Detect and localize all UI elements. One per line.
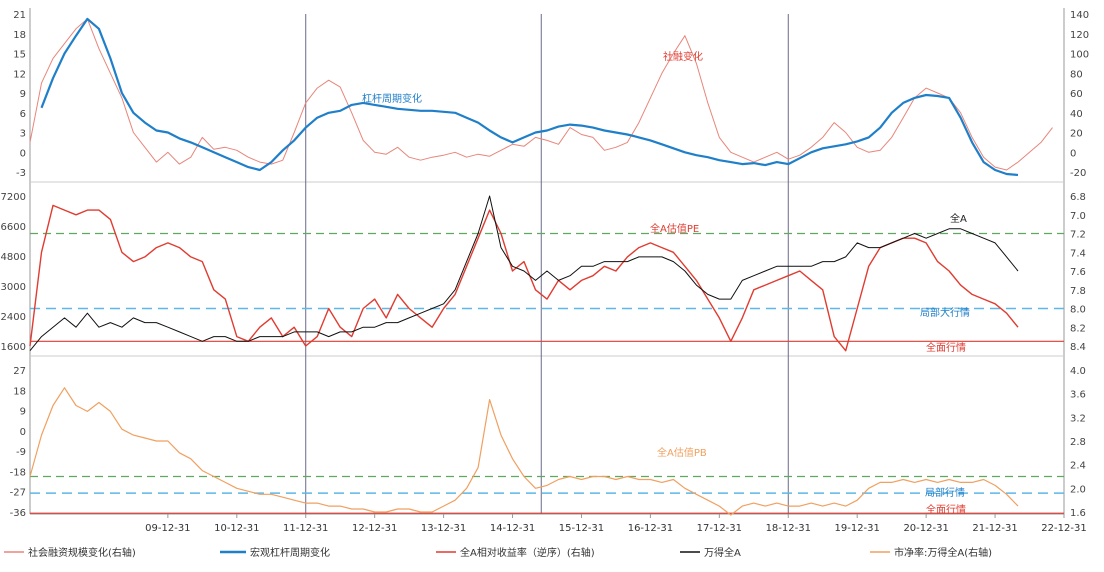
right-tick-label: 4.0: [1070, 366, 1086, 377]
right-tick-label: 120: [1070, 30, 1089, 41]
right-tick-label: 1.6: [1070, 508, 1086, 519]
annotation-pe: 全A估值PE: [650, 222, 699, 235]
x-tick-label: 22-12-31: [1041, 523, 1086, 534]
x-tick-label: 16-12-31: [628, 523, 673, 534]
left-tick-label: -36: [10, 508, 26, 519]
right-tick-label: 60: [1070, 89, 1083, 100]
left-tick-label: 7200: [1, 192, 26, 203]
right-tick-label: 2.0: [1070, 484, 1086, 495]
x-tick-label: 20-12-31: [903, 523, 948, 534]
right-tick-label: 8.4: [1070, 342, 1086, 353]
right-tick-label: 8.0: [1070, 305, 1086, 316]
x-tick-label: 11-12-31: [283, 523, 328, 534]
left-tick-label: 12: [13, 69, 26, 80]
left-tick-label: -27: [10, 488, 26, 499]
right-tick-label: -20: [1070, 168, 1086, 179]
legend-item-rel-return: 全A相对收益率（逆序）(右轴): [460, 546, 595, 559]
left-tick-label: 27: [13, 366, 26, 377]
right-tick-label: 80: [1070, 69, 1083, 80]
left-tick-label: 18: [13, 30, 26, 41]
series-line-tsf: [29, 18, 1053, 171]
left-tick-label: 15: [13, 50, 26, 61]
left-tick-label: -9: [16, 447, 26, 458]
annotation-leverage-cycle: 杠杆周期变化: [362, 92, 422, 105]
right-tick-label: 20: [1070, 129, 1083, 140]
legend-item-tsf: 社会融资规模变化(右轴): [28, 546, 136, 559]
left-tick-label: 0: [20, 148, 26, 159]
right-tick-label: 7.2: [1070, 230, 1086, 241]
series-line-rel-return: [29, 204, 1019, 352]
panel-frames: [29, 8, 1065, 515]
series-line-wind: [29, 195, 1019, 352]
x-tick-label: 15-12-31: [559, 523, 604, 534]
left-tick-label: -3: [16, 168, 26, 179]
x-tick-label: 19-12-31: [835, 523, 880, 534]
left-tick-label: 2400: [1, 312, 26, 323]
left-tick-label: 1600: [1, 342, 26, 353]
x-tick-label: 10-12-31: [214, 523, 259, 534]
annotation-tsf-change: 社融变化: [663, 50, 703, 63]
annotation-pb: 全A估值PB: [657, 446, 707, 459]
right-tick-label: 7.4: [1070, 248, 1086, 259]
left-tick-label: 21: [13, 10, 26, 21]
left-tick-label: -18: [10, 467, 26, 478]
right-tick-label: 100: [1070, 50, 1089, 61]
left-tick-label: 6: [20, 109, 26, 120]
vertical-markers: [305, 14, 789, 514]
series-line-leverage: [40, 17, 1019, 177]
annotation-full-bull-1: 全面行情: [926, 341, 966, 354]
series-line-pb: [29, 387, 1019, 516]
x-tick-label: 18-12-31: [766, 523, 811, 534]
right-tick-label: 8.2: [1070, 323, 1086, 334]
legend-item-wind: 万得全A: [704, 546, 741, 559]
x-tick-label: 21-12-31: [972, 523, 1017, 534]
right-tick-label: 40: [1070, 109, 1083, 120]
left-tick-label: 4800: [1, 252, 26, 263]
tick-labels: 21 18 15 12 9 6 3 0 -3 140 120 100 80 60 40 20 0 -20 7200 6…: [1, 10, 1090, 534]
left-tick-label: 0: [20, 427, 26, 438]
reference-lines: [30, 232, 1064, 514]
right-tick-label: 2.8: [1070, 437, 1086, 448]
annotation-full-bull-2: 全面行情: [926, 503, 966, 516]
legend-item-leverage: 宏观杠杆周期变化: [250, 546, 330, 559]
series-lines: [29, 17, 1053, 516]
legend: 社会融资规模变化(右轴) 宏观杠杆周期变化 全A相对收益率（逆序）(右轴) 万得…: [4, 546, 992, 559]
annotation-local-bull-2: 局部行情: [925, 486, 965, 499]
annotation-local-bull-1: 局部大行情: [920, 306, 970, 319]
legend-item-pb: 市净率:万得全A(右轴): [894, 546, 992, 559]
left-tick-label: 9: [20, 89, 26, 100]
left-tick-label: 9: [20, 407, 26, 418]
right-tick-label: 140: [1070, 10, 1089, 21]
x-tick-label: 14-12-31: [490, 523, 535, 534]
left-tick-label: 3000: [1, 282, 26, 293]
right-tick-label: 7.6: [1070, 267, 1086, 278]
left-tick-label: 6600: [1, 222, 26, 233]
right-tick-label: 7.0: [1070, 211, 1086, 222]
left-tick-label: 3: [20, 129, 26, 140]
x-tick-label: 13-12-31: [421, 523, 466, 534]
right-tick-label: 3.2: [1070, 413, 1086, 424]
right-tick-label: 2.4: [1070, 461, 1086, 472]
annotation-wind-all-a: 全A: [950, 212, 967, 225]
x-tick-label: 17-12-31: [697, 523, 742, 534]
left-tick-label: 18: [13, 386, 26, 397]
right-tick-label: 0: [1070, 148, 1076, 159]
right-tick-label: 3.6: [1070, 390, 1086, 401]
x-tick-label: 09-12-31: [145, 523, 190, 534]
right-tick-label: 7.8: [1070, 286, 1086, 297]
x-tick-label: 12-12-31: [352, 523, 397, 534]
right-tick-label: 6.8: [1070, 192, 1086, 203]
